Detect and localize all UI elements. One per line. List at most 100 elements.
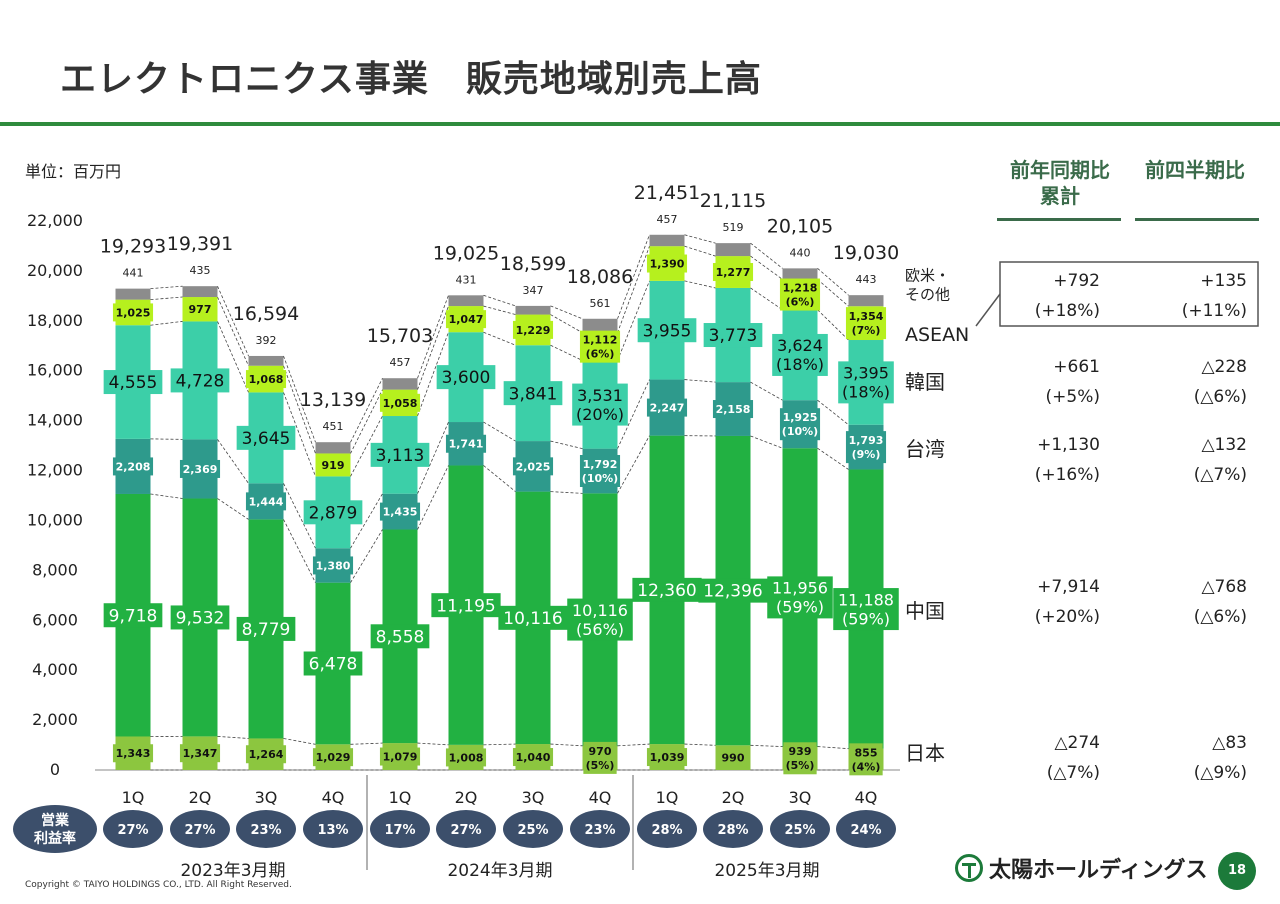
bar-segment <box>248 355 284 366</box>
data-label: 1,390 <box>650 257 685 270</box>
connector-line <box>483 305 516 315</box>
margin-value: 25% <box>517 823 548 838</box>
connector-line <box>483 294 516 307</box>
total-label: 19,391 <box>167 233 233 255</box>
data-label: 347 <box>523 284 544 297</box>
data-label: 3,773 <box>709 326 758 346</box>
data-label: 1,277 <box>716 266 751 279</box>
data-label-box <box>512 457 554 476</box>
data-label: 2,025 <box>516 460 551 473</box>
y-tick-label: 18,000 <box>27 311 83 330</box>
margin-label: 営業利益率 <box>34 812 76 847</box>
qoq-pct: (△6%) <box>1194 607 1247 627</box>
data-label-box <box>703 323 763 348</box>
data-label-box <box>567 598 633 641</box>
data-label-box <box>445 748 487 767</box>
unit-label: 単位：百万円 <box>25 162 122 181</box>
connector-line <box>283 355 316 443</box>
connector-line <box>684 743 716 746</box>
margin-badge <box>103 810 163 848</box>
qoq-pct: (△9%) <box>1194 763 1247 783</box>
margin-badge <box>703 810 763 848</box>
data-label: 3,645 <box>242 429 291 449</box>
total-label: 21,115 <box>700 190 766 212</box>
margin-value: 27% <box>450 823 481 838</box>
bar-segment <box>649 234 685 247</box>
data-label-box <box>512 748 554 767</box>
data-label: 2,158 <box>716 403 751 416</box>
x-tick-label: 4Q <box>855 788 878 807</box>
data-label-box <box>779 278 821 311</box>
connector-line <box>150 438 183 440</box>
y-tick-label: 0 <box>50 760 60 779</box>
bar-segment <box>382 378 418 390</box>
connector-line <box>750 381 783 401</box>
data-label: 457 <box>390 356 411 369</box>
data-label: 970 (5%) <box>586 745 615 772</box>
bar-group <box>649 234 685 770</box>
connector-line <box>817 268 849 296</box>
header-qoq: 前四半期比 <box>1145 158 1245 182</box>
data-label: 2,369 <box>183 463 218 476</box>
bar-group <box>515 305 551 770</box>
connector-line <box>483 421 516 442</box>
bar-group <box>315 442 351 770</box>
y-tick-label: 10,000 <box>27 510 83 529</box>
x-tick-label: 3Q <box>522 788 545 807</box>
data-label: 451 <box>323 420 344 433</box>
margin-value: 28% <box>651 823 682 838</box>
data-label: 1,925 (10%) <box>782 411 818 438</box>
bar-segment <box>715 243 751 257</box>
legend-label: 日本 <box>905 741 945 765</box>
data-label-box <box>767 576 833 619</box>
data-label: 10,116 (56%) <box>572 601 628 639</box>
connector-line <box>417 742 449 746</box>
data-label-box <box>637 318 697 343</box>
x-tick-label: 2Q <box>455 788 478 807</box>
y-tick-label: 14,000 <box>27 411 83 430</box>
data-label-box <box>646 254 688 273</box>
data-label-box <box>103 603 163 628</box>
connector-line <box>350 378 383 443</box>
connector-line <box>550 305 583 320</box>
data-label-box <box>303 651 363 676</box>
data-label: 8,558 <box>376 627 425 647</box>
data-label: 11,188 (59%) <box>838 590 894 628</box>
total-label: 18,086 <box>567 266 633 288</box>
data-label-box <box>236 616 296 641</box>
data-label: 3,841 <box>509 384 558 404</box>
bar-group <box>715 243 751 770</box>
data-label-box <box>779 408 821 441</box>
group-label: 2025年3月期 <box>714 861 819 881</box>
data-label-box <box>838 361 894 404</box>
bar-segment <box>448 295 484 307</box>
connector-line <box>350 493 383 549</box>
data-label: 1,354 (7%) <box>849 310 884 337</box>
data-label-box <box>512 320 554 339</box>
data-label: 1,347 <box>183 747 218 760</box>
bar-group <box>382 378 418 770</box>
qoq-value: △228 <box>1201 357 1247 377</box>
data-label: 2,879 <box>309 503 358 523</box>
margin-value: 27% <box>117 823 148 838</box>
data-label-box <box>245 492 287 511</box>
connector-line <box>283 365 316 454</box>
yoy-value: +7,914 <box>1037 577 1100 597</box>
data-label-box <box>772 333 828 376</box>
connector-line <box>684 234 716 244</box>
connector-line <box>750 744 783 747</box>
data-label-box <box>445 434 487 453</box>
yoy-value: +661 <box>1053 357 1100 377</box>
bar-segment <box>782 268 818 280</box>
data-label-box <box>103 370 163 395</box>
data-label: 1,380 <box>316 559 351 572</box>
group-label: 2023年3月期 <box>180 861 285 881</box>
bar-group <box>115 288 151 770</box>
margin-value: 27% <box>184 823 215 838</box>
data-label: 392 <box>256 334 277 347</box>
data-label: 443 <box>856 273 877 286</box>
data-label-box <box>170 605 230 630</box>
connector-line <box>417 421 449 494</box>
legend-label: 中国 <box>905 599 945 623</box>
yoy-value: +792 <box>1053 271 1100 291</box>
